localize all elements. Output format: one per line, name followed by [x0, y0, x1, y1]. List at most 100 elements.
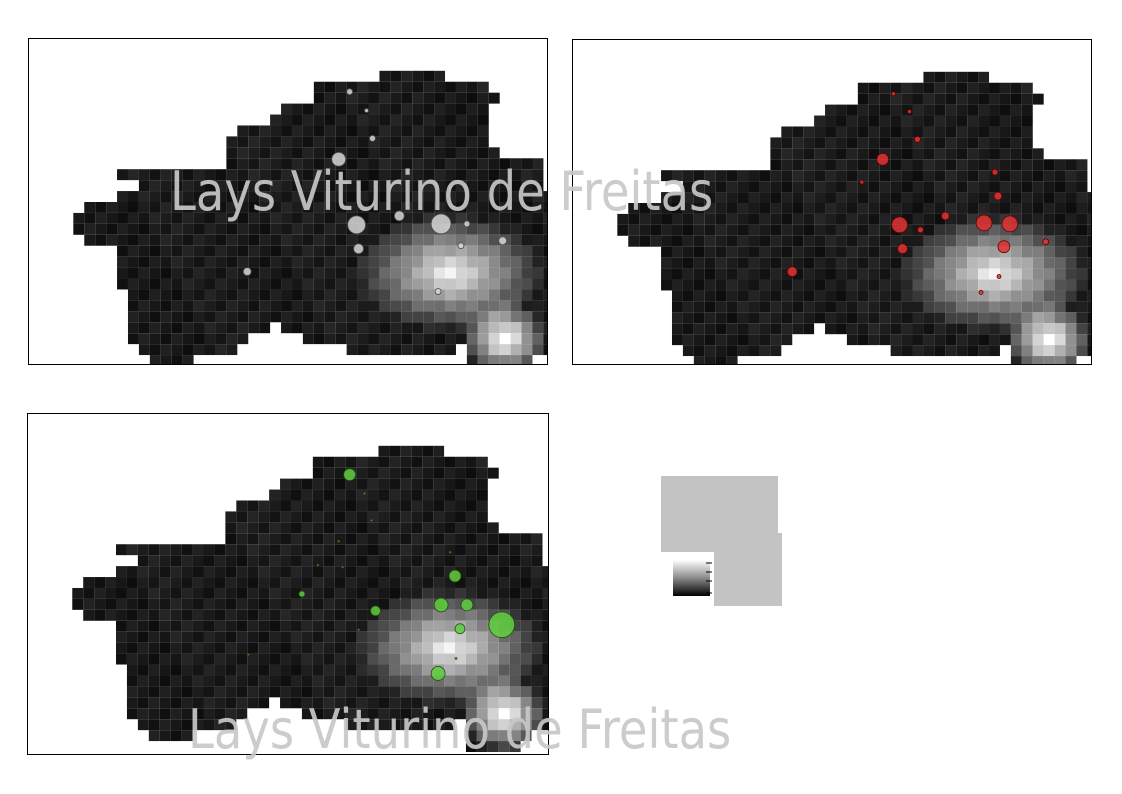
raster-cell	[465, 708, 477, 720]
raster-cell	[770, 202, 782, 214]
raster-cell	[781, 268, 793, 280]
raster-cell	[192, 598, 204, 610]
raster-cell	[923, 115, 935, 127]
raster-cell	[532, 234, 544, 246]
raster-cell	[487, 719, 499, 731]
raster-cell	[498, 533, 510, 545]
raster-cell	[521, 289, 533, 301]
raster-cell	[945, 268, 957, 280]
raster-cell	[84, 223, 96, 235]
raster-cell	[270, 136, 282, 148]
raster-cell	[1021, 235, 1033, 247]
raster-cell	[956, 71, 968, 83]
raster-cell	[225, 620, 237, 632]
raster-cell	[302, 234, 314, 246]
raster-cell	[214, 664, 226, 676]
raster-cell	[465, 511, 477, 523]
raster-cell	[477, 322, 489, 334]
raster-cell	[923, 235, 935, 247]
raster-cell	[345, 566, 357, 578]
raster-cell	[259, 201, 271, 213]
raster-cell	[978, 257, 990, 269]
raster-cell	[521, 311, 533, 323]
raster-cell	[379, 278, 391, 290]
raster-cell	[237, 278, 249, 290]
raster-cell	[412, 300, 424, 312]
raster-cell	[1021, 159, 1033, 171]
raster-cell	[792, 323, 804, 335]
raster-cell	[770, 213, 782, 225]
raster-cell	[401, 256, 413, 268]
raster-cell	[259, 180, 271, 192]
raster-cell	[1087, 268, 1091, 280]
raster-cell	[290, 489, 302, 501]
raster-cell	[455, 566, 466, 578]
raster-cell	[465, 522, 477, 534]
raster-cell	[989, 345, 1000, 357]
raster-cell	[520, 664, 532, 676]
raster-cell	[379, 169, 391, 181]
raster-cell	[967, 148, 979, 160]
raster-cell	[159, 675, 171, 687]
raster-cell	[171, 333, 183, 345]
raster-cell	[770, 159, 782, 171]
raster-cell	[759, 334, 771, 346]
raster-cell	[999, 334, 1011, 346]
raster-cell	[258, 653, 270, 665]
raster-cell	[1065, 246, 1077, 258]
raster-cell	[126, 587, 138, 599]
raster-cell	[835, 137, 847, 149]
raster-cell	[401, 212, 413, 224]
raster-cell	[901, 323, 913, 335]
raster-cell	[356, 500, 368, 512]
raster-cell	[455, 598, 466, 610]
raster-cell	[759, 192, 771, 203]
raster-cell	[967, 82, 979, 94]
raster-cell	[290, 653, 302, 665]
raster-cell	[445, 191, 456, 202]
raster-cell	[137, 719, 149, 731]
raster-cell	[159, 555, 171, 567]
raster-cell	[291, 191, 303, 202]
raster-cell	[1043, 159, 1055, 171]
raster-cell	[542, 577, 548, 588]
raster-cell	[967, 290, 979, 302]
raster-cell	[1043, 334, 1055, 346]
raster-cell	[487, 653, 499, 665]
raster-cell	[1065, 279, 1077, 291]
raster-cell	[203, 664, 215, 676]
raster-cell	[989, 312, 1000, 324]
raster-cell	[281, 278, 292, 290]
raster-cell	[204, 169, 216, 181]
raster-cell	[543, 234, 547, 246]
raster-cell	[323, 631, 335, 643]
raster-cell	[159, 577, 171, 588]
raster-cell	[846, 290, 858, 302]
raster-cell	[411, 478, 423, 490]
raster-cell	[345, 631, 357, 643]
raster-cell	[159, 719, 171, 731]
raster-cell	[989, 323, 1000, 335]
raster-cell	[510, 201, 522, 213]
raster-cell	[1065, 170, 1077, 182]
raster-cell	[433, 544, 445, 556]
raster-cell	[368, 201, 380, 213]
raster-cell	[945, 290, 957, 302]
raster-cell	[1032, 323, 1044, 335]
raster-cell	[215, 234, 227, 246]
raster-cell	[1010, 93, 1022, 105]
raster-cell	[214, 708, 226, 720]
raster-cell	[281, 267, 292, 279]
raster-cell	[989, 202, 1000, 214]
raster-cell	[149, 344, 161, 356]
raster-cell	[759, 235, 771, 247]
raster-cell	[715, 334, 727, 346]
raster-cell	[532, 289, 544, 301]
raster-cell	[390, 169, 402, 181]
raster-cell	[978, 312, 990, 324]
raster-cell	[422, 478, 434, 490]
raster-cell	[422, 467, 434, 479]
raster-cell	[879, 290, 891, 302]
raster-cell	[312, 708, 324, 720]
raster-cell	[639, 235, 651, 247]
